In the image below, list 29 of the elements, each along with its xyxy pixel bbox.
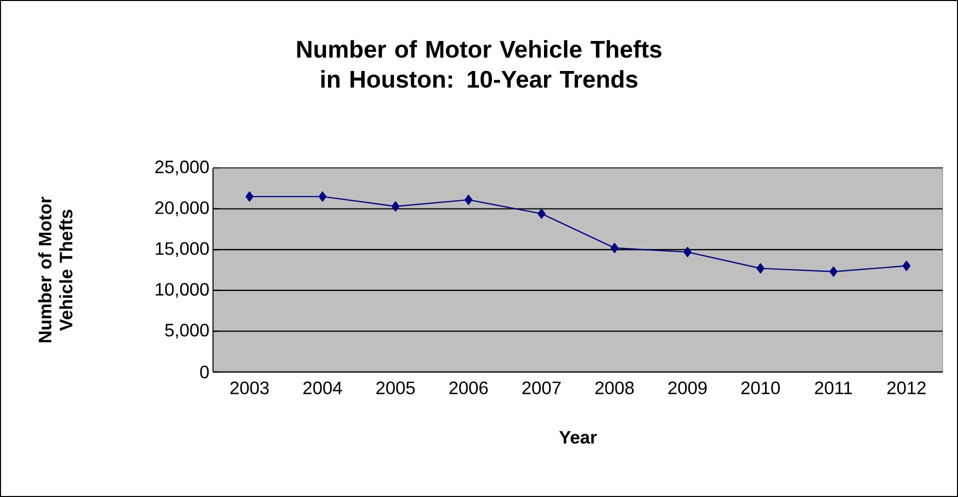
point (756, 263, 764, 274)
point (392, 201, 400, 212)
point (464, 194, 472, 205)
point (246, 191, 254, 202)
point (902, 260, 910, 272)
x-tick-label: 2009 (668, 382, 707, 394)
point (830, 266, 838, 277)
x-tick-label: 2005 (376, 382, 415, 394)
chart-title: Number of Motor Vehicle Thefts in Houston: 10-Year Trends (297, 40, 662, 88)
y-tick-label: 15,000 (156, 242, 209, 258)
x-tick-label: 2007 (522, 382, 561, 394)
point (318, 191, 326, 202)
point (538, 208, 546, 219)
y-tick-label: 20,000 (155, 201, 209, 216)
x-tick-label: 2004 (303, 382, 342, 394)
y-tick-label: 0 (200, 366, 209, 378)
point (684, 246, 692, 258)
x-tick-label: 2010 (741, 382, 780, 394)
y-tick-label: 10,000 (156, 282, 209, 298)
y-axis-title: Number of Motor Vehicle Thefts (38, 196, 72, 342)
point (610, 242, 618, 254)
y-tick-label: 25,000 (155, 160, 209, 176)
x-tick-label: 2012 (887, 382, 926, 394)
x-tick-label: 2003 (230, 382, 269, 394)
x-tick-label: 2011 (815, 382, 852, 394)
y-tick-label: 5,000 (165, 324, 209, 339)
x-tick-label: 2006 (449, 382, 488, 394)
x-axis-title: Year (559, 431, 597, 444)
x-tick-label: 2008 (595, 382, 634, 394)
